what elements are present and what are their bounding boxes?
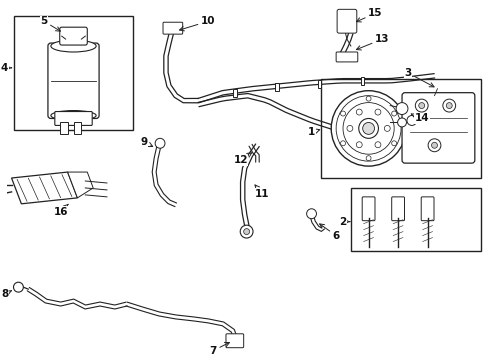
Circle shape [155, 138, 164, 148]
Circle shape [374, 142, 380, 148]
Circle shape [395, 103, 407, 114]
Circle shape [340, 111, 345, 116]
Circle shape [427, 139, 440, 152]
Circle shape [431, 142, 437, 148]
Circle shape [356, 109, 362, 115]
FancyBboxPatch shape [225, 334, 243, 348]
Text: 7: 7 [209, 342, 229, 356]
Circle shape [362, 122, 374, 134]
Circle shape [240, 225, 252, 238]
Polygon shape [67, 172, 93, 198]
Text: 15: 15 [356, 8, 382, 22]
FancyBboxPatch shape [60, 27, 87, 45]
Bar [60, 122, 67, 134]
FancyBboxPatch shape [163, 22, 183, 34]
Circle shape [356, 142, 362, 148]
Circle shape [374, 109, 380, 115]
Ellipse shape [51, 40, 96, 52]
FancyBboxPatch shape [420, 197, 433, 221]
Circle shape [366, 96, 370, 101]
Text: 10: 10 [179, 16, 215, 31]
Ellipse shape [51, 111, 96, 121]
Bar [15, 16, 132, 130]
Circle shape [358, 118, 378, 138]
FancyBboxPatch shape [55, 112, 92, 125]
Circle shape [340, 141, 345, 146]
Bar [360, 77, 364, 85]
Text: 11: 11 [254, 185, 269, 199]
Text: 2: 2 [339, 217, 349, 227]
Circle shape [406, 116, 416, 125]
Bar [275, 83, 278, 91]
Text: 5: 5 [41, 16, 60, 31]
FancyBboxPatch shape [336, 9, 356, 33]
Bar [233, 89, 236, 96]
Circle shape [446, 103, 451, 109]
Circle shape [330, 91, 405, 166]
Bar [321, 79, 480, 178]
Circle shape [384, 125, 389, 131]
Text: 16: 16 [53, 204, 68, 217]
Circle shape [14, 282, 23, 292]
Bar [350, 188, 480, 251]
Text: 9: 9 [141, 137, 152, 147]
Text: 8: 8 [1, 289, 11, 299]
Circle shape [346, 125, 352, 131]
Bar [73, 122, 81, 134]
Circle shape [414, 99, 427, 112]
FancyBboxPatch shape [362, 197, 374, 221]
Circle shape [306, 209, 316, 219]
Bar [317, 80, 321, 88]
Circle shape [366, 156, 370, 161]
FancyBboxPatch shape [335, 52, 357, 62]
Text: 12: 12 [233, 153, 251, 165]
Circle shape [442, 99, 455, 112]
Circle shape [418, 103, 424, 109]
Text: 4: 4 [1, 63, 12, 73]
Polygon shape [12, 172, 77, 204]
FancyBboxPatch shape [401, 93, 474, 163]
Text: 13: 13 [356, 34, 389, 50]
Circle shape [391, 111, 396, 116]
Text: 6: 6 [319, 224, 339, 240]
Circle shape [391, 141, 396, 146]
Text: 14: 14 [410, 113, 428, 123]
Circle shape [243, 229, 249, 235]
Text: 1: 1 [307, 127, 319, 138]
Text: 3: 3 [404, 68, 433, 87]
Circle shape [397, 118, 406, 127]
FancyBboxPatch shape [48, 43, 99, 118]
FancyBboxPatch shape [391, 197, 404, 221]
